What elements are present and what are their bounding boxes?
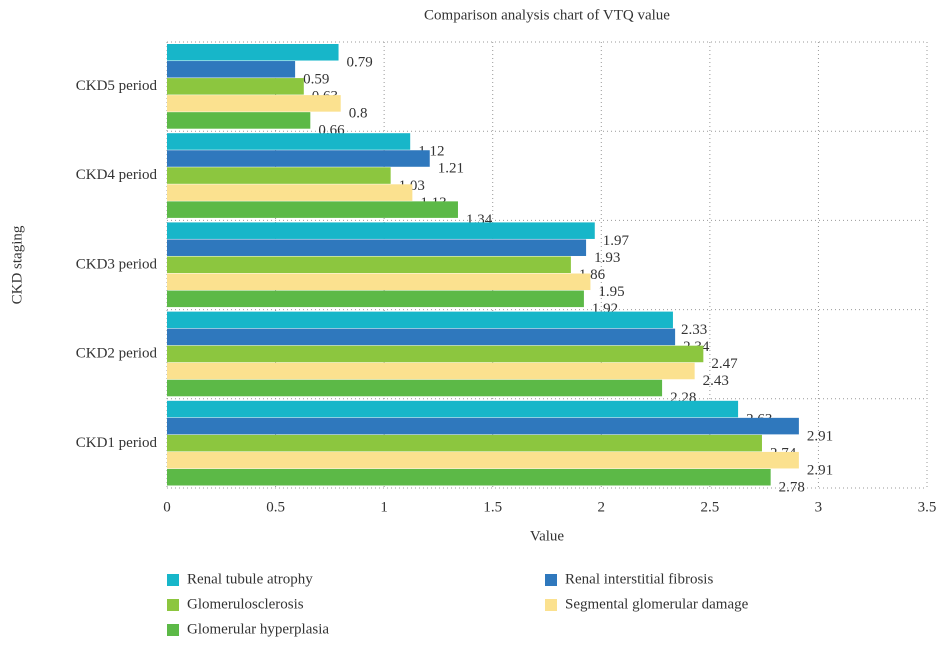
bar bbox=[167, 417, 799, 435]
x-tick-label: 3 bbox=[815, 499, 823, 515]
bar bbox=[167, 112, 311, 129]
bar bbox=[167, 167, 391, 184]
legend-swatch bbox=[545, 599, 557, 611]
data-label: 2.43 bbox=[703, 373, 729, 389]
bar bbox=[167, 362, 695, 380]
bar bbox=[167, 44, 339, 61]
x-tick-label: 0 bbox=[163, 499, 171, 515]
data-label: 1.97 bbox=[603, 233, 630, 249]
bar bbox=[167, 239, 587, 256]
x-tick-label: 2 bbox=[598, 499, 606, 515]
y-tick-label: CKD4 period bbox=[76, 167, 158, 183]
bar bbox=[167, 311, 673, 329]
bar bbox=[167, 345, 704, 363]
bar bbox=[167, 150, 430, 167]
legend-swatch bbox=[167, 599, 179, 611]
chart-title: Comparison analysis chart of VTQ value bbox=[424, 7, 670, 23]
bar bbox=[167, 133, 411, 150]
legend-label: Glomerular hyperplasia bbox=[187, 621, 329, 637]
legend-swatch bbox=[167, 574, 179, 586]
bar bbox=[167, 256, 571, 274]
bar bbox=[167, 273, 591, 291]
bar bbox=[167, 95, 341, 112]
data-label: 2.91 bbox=[807, 462, 833, 478]
legend-swatch bbox=[545, 574, 557, 586]
data-label: 1.95 bbox=[598, 284, 624, 300]
bar bbox=[167, 434, 762, 452]
data-label: 2.33 bbox=[681, 322, 707, 338]
x-tick-label: 1.5 bbox=[483, 499, 502, 515]
bar bbox=[167, 222, 595, 239]
bar bbox=[167, 400, 739, 418]
bar bbox=[167, 184, 413, 201]
data-label: 2.91 bbox=[807, 428, 833, 444]
y-tick-label: CKD1 period bbox=[76, 435, 158, 451]
data-label: 0.59 bbox=[303, 72, 329, 88]
x-tick-label: 0.5 bbox=[266, 499, 285, 515]
y-axis-label: CKD staging bbox=[9, 225, 25, 304]
data-label: 0.8 bbox=[349, 106, 368, 122]
bar bbox=[167, 328, 676, 346]
data-label: 1.93 bbox=[594, 250, 620, 266]
y-tick-label: CKD2 period bbox=[76, 346, 158, 362]
legend-label: Renal tubule atrophy bbox=[187, 571, 313, 587]
bar bbox=[167, 468, 771, 486]
legend-label: Glomerulosclerosis bbox=[187, 596, 304, 612]
bar bbox=[167, 201, 458, 218]
data-label: 0.79 bbox=[347, 54, 373, 70]
data-label: 1.21 bbox=[438, 161, 464, 177]
data-label: 2.78 bbox=[779, 479, 805, 495]
legend-swatch bbox=[167, 624, 179, 636]
bar bbox=[167, 290, 584, 308]
x-tick-label: 3.5 bbox=[918, 499, 937, 515]
bar bbox=[167, 451, 799, 469]
data-label: 2.47 bbox=[711, 356, 738, 372]
y-tick-label: CKD5 period bbox=[76, 78, 158, 94]
bar bbox=[167, 78, 304, 95]
legend-label: Segmental glomerular damage bbox=[565, 596, 749, 612]
bar bbox=[167, 379, 663, 397]
x-tick-label: 2.5 bbox=[700, 499, 719, 515]
y-tick-label: CKD3 period bbox=[76, 256, 158, 272]
x-axis-label: Value bbox=[530, 528, 564, 544]
x-tick-label: 1 bbox=[380, 499, 388, 515]
legend-label: Renal interstitial fibrosis bbox=[565, 571, 713, 587]
bar bbox=[167, 61, 296, 78]
